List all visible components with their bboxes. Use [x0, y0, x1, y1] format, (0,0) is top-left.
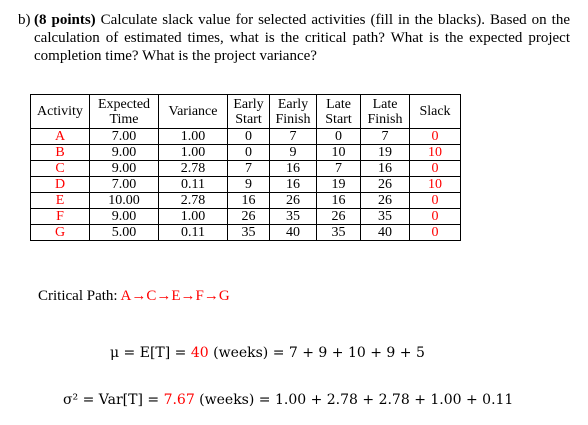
expected-time-cell: 9.00 — [89, 144, 159, 161]
table-row: G 5.00 0.11 35 40 35 40 0 — [30, 224, 461, 241]
early-finish-cell: 16 — [269, 176, 317, 193]
expected-time-cell: 9.00 — [89, 208, 159, 225]
table-row: C 9.00 2.78 7 16 7 16 0 — [30, 160, 461, 177]
early-finish-cell: 16 — [269, 160, 317, 177]
late-start-cell: 35 — [316, 224, 361, 241]
early-finish-cell: 26 — [269, 192, 317, 209]
header-variance: Variance — [158, 94, 228, 129]
table-row: E 10.00 2.78 16 26 16 26 0 — [30, 192, 461, 209]
question-text: b) (8 points) Calculate slack value for … — [18, 11, 570, 65]
table-header-row: Activity Expected Time Variance Early St… — [30, 94, 461, 129]
slack-table: Activity Expected Time Variance Early St… — [30, 94, 461, 241]
expected-time-cell: 10.00 — [89, 192, 159, 209]
early-finish-cell: 9 — [269, 144, 317, 161]
late-finish-cell: 16 — [360, 160, 410, 177]
header-expected-time: Expected Time — [89, 94, 159, 129]
activity-cell: G — [30, 224, 90, 241]
critical-path-value: A→C→E→F→G — [120, 288, 230, 304]
expected-time-cell: 7.00 — [89, 176, 159, 193]
variance-cell: 1.00 — [158, 144, 228, 161]
variance-rhs: (weeks) = 1.00 + 2.78 + 2.78 + 1.00 + 0.… — [194, 392, 514, 408]
late-finish-cell: 35 — [360, 208, 410, 225]
early-start-cell: 16 — [227, 192, 270, 209]
early-finish-cell: 7 — [269, 128, 317, 145]
slack-cell: 0 — [409, 160, 461, 177]
late-finish-cell: 26 — [360, 176, 410, 193]
critical-path-label: Critical Path: — [38, 288, 121, 304]
late-start-cell: 7 — [316, 160, 361, 177]
slack-cell: 0 — [409, 128, 461, 145]
question-points: (8 points) — [34, 12, 96, 28]
mu-rhs: (weeks) = 7 + 9 + 10 + 9 + 5 — [208, 345, 425, 361]
activity-cell: F — [30, 208, 90, 225]
early-start-cell: 7 — [227, 160, 270, 177]
late-start-cell: 0 — [316, 128, 361, 145]
late-finish-cell: 7 — [360, 128, 410, 145]
activity-cell: B — [30, 144, 90, 161]
expected-completion-equation: μ = E[T] = 40 (weeks) = 7 + 9 + 10 + 9 +… — [110, 345, 425, 361]
slack-cell: 10 — [409, 176, 461, 193]
question-label: b) — [18, 12, 31, 28]
header-late-finish: Late Finish — [360, 94, 410, 129]
late-start-cell: 16 — [316, 192, 361, 209]
slack-cell: 0 — [409, 192, 461, 209]
mu-value: 40 — [190, 345, 209, 361]
early-finish-cell: 40 — [269, 224, 317, 241]
activity-cell: D — [30, 176, 90, 193]
late-finish-cell: 26 — [360, 192, 410, 209]
header-activity: Activity — [30, 94, 90, 129]
early-start-cell: 26 — [227, 208, 270, 225]
header-late-start: Late Start — [316, 94, 361, 129]
late-finish-cell: 40 — [360, 224, 410, 241]
variance-cell: 1.00 — [158, 128, 228, 145]
header-early-start: Early Start — [227, 94, 270, 129]
question-prompt: Calculate slack value for selected activ… — [34, 12, 570, 64]
variance-cell: 2.78 — [158, 192, 228, 209]
slack-cell: 0 — [409, 224, 461, 241]
table-row: D 7.00 0.11 9 16 19 26 10 — [30, 176, 461, 193]
late-start-cell: 19 — [316, 176, 361, 193]
variance-cell: 2.78 — [158, 160, 228, 177]
early-start-cell: 35 — [227, 224, 270, 241]
question-body: (8 points) Calculate slack value for sel… — [30, 11, 570, 65]
early-start-cell: 0 — [227, 128, 270, 145]
variance-lhs: σ² = Var[T] = — [63, 392, 164, 408]
early-start-cell: 0 — [227, 144, 270, 161]
early-finish-cell: 35 — [269, 208, 317, 225]
table-body: A 7.00 1.00 0 7 0 7 0 B 9.00 1.00 0 9 10 19 10 C 9.00 2.78… — [30, 128, 461, 241]
table-row: A 7.00 1.00 0 7 0 7 0 — [30, 128, 461, 145]
header-slack: Slack — [409, 94, 461, 129]
activity-cell: C — [30, 160, 90, 177]
slack-cell: 10 — [409, 144, 461, 161]
activity-cell: A — [30, 128, 90, 145]
table-row: F 9.00 1.00 26 35 26 35 0 — [30, 208, 461, 225]
expected-time-cell: 7.00 — [89, 128, 159, 145]
mu-lhs: μ = E[T] = — [110, 345, 191, 361]
variance-cell: 1.00 — [158, 208, 228, 225]
late-start-cell: 26 — [316, 208, 361, 225]
activity-cell: E — [30, 192, 90, 209]
late-start-cell: 10 — [316, 144, 361, 161]
expected-time-cell: 5.00 — [89, 224, 159, 241]
table-row: B 9.00 1.00 0 9 10 19 10 — [30, 144, 461, 161]
critical-path: Critical Path: A→C→E→F→G — [38, 288, 230, 305]
slack-cell: 0 — [409, 208, 461, 225]
variance-value: 7.67 — [163, 392, 195, 408]
variance-cell: 0.11 — [158, 224, 228, 241]
project-variance-equation: σ² = Var[T] = 7.67 (weeks) = 1.00 + 2.78… — [63, 392, 513, 408]
late-finish-cell: 19 — [360, 144, 410, 161]
expected-time-cell: 9.00 — [89, 160, 159, 177]
variance-cell: 0.11 — [158, 176, 228, 193]
header-early-finish: Early Finish — [269, 94, 317, 129]
early-start-cell: 9 — [227, 176, 270, 193]
